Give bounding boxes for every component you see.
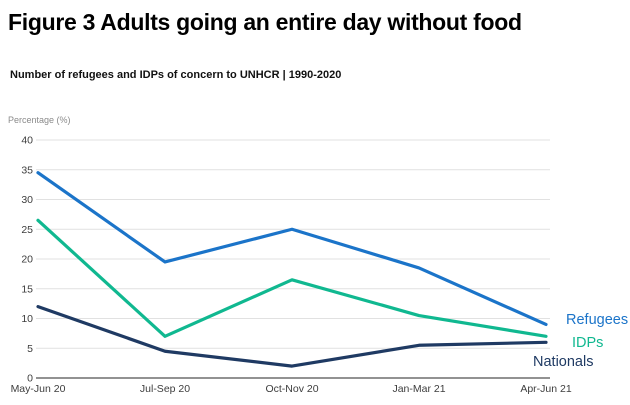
y-tick-label: 0 — [27, 373, 33, 385]
y-tick-label: 35 — [21, 164, 33, 176]
series-line-idps — [36, 218, 548, 338]
legend-label-nationals: Nationals — [533, 354, 593, 370]
x-tick-label: Jan-Mar 21 — [392, 383, 445, 395]
y-tick-label: 15 — [21, 283, 33, 295]
x-tick-label: Apr-Jun 21 — [520, 383, 572, 395]
series-line-refugees — [36, 171, 548, 327]
legend-label-idps: IDPs — [572, 335, 603, 351]
x-tick-label: May-Jun 20 — [11, 383, 66, 395]
x-tick-label: Jul-Sep 20 — [140, 383, 190, 395]
figure-title: Figure 3 Adults going an entire day with… — [8, 9, 522, 35]
line-chart: 0 5 10 15 20 25 30 35 40 May-Jun 20 Jul-Sep 20 Oct-… — [11, 135, 629, 396]
x-tick-label: Oct-Nov 20 — [265, 383, 318, 395]
y-axis-title: Percentage (%) — [8, 115, 71, 125]
legend-label-refugees: Refugees — [566, 312, 628, 328]
y-tick-label: 40 — [21, 135, 33, 147]
y-tick-label: 30 — [21, 194, 33, 206]
y-tick-label: 25 — [21, 224, 33, 236]
y-tick-label: 20 — [21, 254, 33, 266]
y-tick-label: 5 — [27, 343, 33, 355]
y-tick-label: 10 — [21, 313, 33, 325]
series-line-nationals — [36, 305, 548, 368]
chart-subtitle: Number of refugees and IDPs of concern t… — [10, 69, 342, 81]
